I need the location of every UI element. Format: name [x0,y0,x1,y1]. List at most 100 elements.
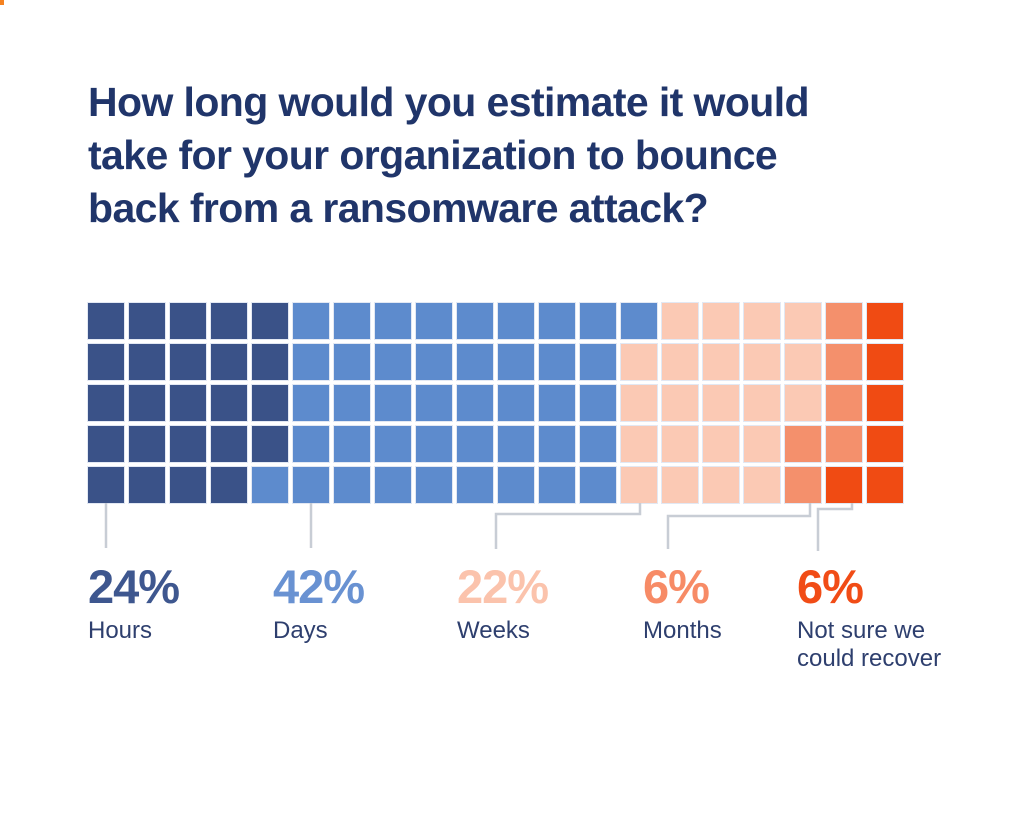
waffle-square [457,467,493,503]
corner-artifact [0,0,4,5]
waffle-square [826,385,862,421]
waffle-square [457,385,493,421]
category-label-notsure: Not sure we could recover [797,617,942,672]
waffle-square [293,426,329,462]
percent-value-weeks: 22% [457,560,549,613]
waffle-square [867,303,903,339]
waffle-square [621,344,657,380]
waffle-square [211,344,247,380]
waffle-square [785,467,821,503]
waffle-square [416,467,452,503]
waffle-square [375,303,411,339]
waffle-square [744,467,780,503]
waffle-square [539,344,575,380]
waffle-square [785,385,821,421]
waffle-square [457,344,493,380]
waffle-square [293,303,329,339]
waffle-square [744,303,780,339]
waffle-square [170,467,206,503]
waffle-square [375,467,411,503]
waffle-square [334,426,370,462]
waffle-square [703,426,739,462]
waffle-square [785,426,821,462]
waffle-square [826,467,862,503]
chart-title-line-1: How long would you estimate it would [88,79,810,125]
waffle-square [621,303,657,339]
waffle-square [129,385,165,421]
legend-item-months: 6% Months [643,562,722,645]
waffle-square [662,385,698,421]
waffle-square [293,385,329,421]
chart-title-line-3: back from a ransomware attack? [88,185,709,231]
waffle-square [703,303,739,339]
waffle-square [662,303,698,339]
waffle-square [867,467,903,503]
waffle-square [170,385,206,421]
waffle-square [293,467,329,503]
waffle-square [867,385,903,421]
waffle-square [211,426,247,462]
waffle-square [785,303,821,339]
waffle-square [826,426,862,462]
waffle-square [785,344,821,380]
waffle-square [580,303,616,339]
waffle-square [252,467,288,503]
waffle-square [621,385,657,421]
waffle-square [252,303,288,339]
waffle-square [211,385,247,421]
waffle-square [498,467,534,503]
waffle-square [375,385,411,421]
waffle-square [416,303,452,339]
connector-weeks [494,503,642,549]
waffle-square [334,303,370,339]
waffle-square [416,344,452,380]
waffle-square [416,426,452,462]
waffle-square [170,426,206,462]
waffle-square [334,385,370,421]
waffle-square [826,344,862,380]
waffle-square [662,344,698,380]
waffle-square [375,344,411,380]
waffle-square [211,303,247,339]
waffle-square [621,426,657,462]
waffle-square [129,426,165,462]
waffle-square [416,385,452,421]
waffle-square [703,385,739,421]
waffle-square [129,467,165,503]
waffle-square [867,344,903,380]
waffle-square [703,467,739,503]
chart-title-line-2: take for your organization to bounce [88,132,778,178]
waffle-square [498,426,534,462]
waffle-square [539,385,575,421]
waffle-square [170,303,206,339]
percent-value-hours: 24% [88,560,180,613]
legend-item-hours: 24% Hours [88,560,180,645]
percent-value-months: 6% [643,560,710,613]
waffle-square [334,344,370,380]
waffle-square [129,303,165,339]
waffle-square [293,344,329,380]
waffle-square [703,344,739,380]
legend-item-notsure: 6% Not sure we could recover [797,562,965,673]
waffle-square [498,303,534,339]
waffle-square [580,344,616,380]
waffle-square [539,426,575,462]
waffle-square [539,303,575,339]
waffle-square [580,426,616,462]
waffle-square [375,426,411,462]
legend-item-days: 42% Days [273,562,365,645]
waffle-grid [88,303,903,503]
waffle-square [580,385,616,421]
waffle-square [334,467,370,503]
waffle-square [621,467,657,503]
waffle-square [662,467,698,503]
waffle-square [170,344,206,380]
waffle-square [88,467,124,503]
waffle-square [744,344,780,380]
waffle-square [580,467,616,503]
waffle-square [498,344,534,380]
category-label-weeks: Weeks [457,617,530,644]
chart-title: How long would you estimate it would tak… [88,76,928,235]
waffle-square [662,426,698,462]
